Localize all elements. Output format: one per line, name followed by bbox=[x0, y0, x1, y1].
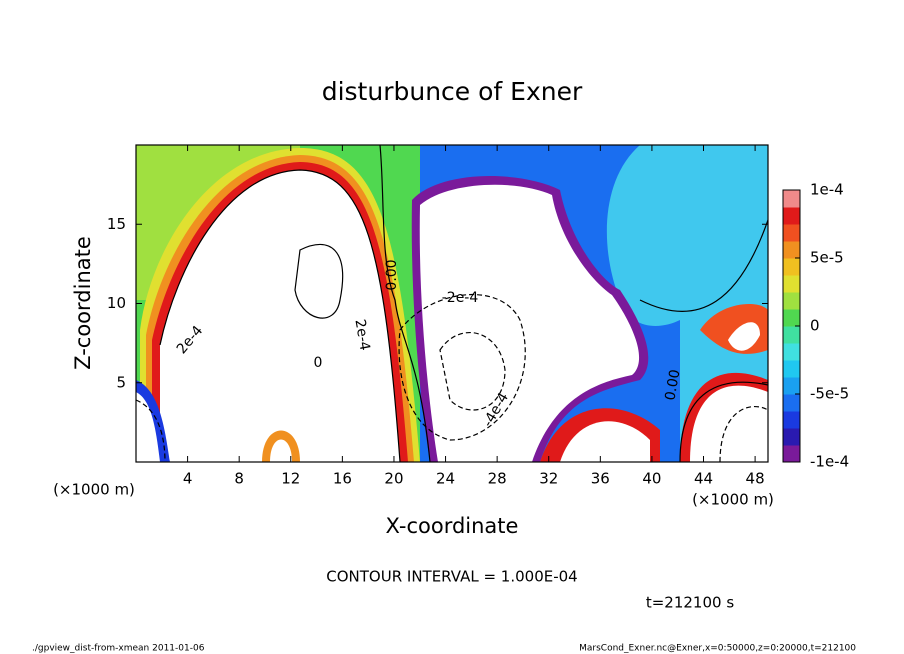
colorbar-band bbox=[783, 428, 800, 446]
y-tick-label: 5 bbox=[116, 373, 126, 391]
x-axis-label: X-coordinate bbox=[386, 514, 519, 538]
colorbar-tick-label: 1e-4 bbox=[810, 181, 844, 199]
colorbar-band bbox=[783, 326, 800, 344]
contour-label: -2e-4 bbox=[442, 290, 479, 306]
footer-left: ./gpview_dist-from-xmean 2011-01-06 bbox=[32, 644, 205, 654]
chart-title: disturbunce of Exner bbox=[322, 77, 583, 106]
x-tick-label: 24 bbox=[436, 470, 455, 488]
colorbar-tick-label: -5e-5 bbox=[810, 385, 849, 403]
x-tick-label: 40 bbox=[642, 470, 661, 488]
colorbar-band bbox=[783, 207, 800, 225]
contour-field bbox=[136, 145, 768, 462]
colorbar-tick-label: 0 bbox=[810, 317, 820, 335]
colorbar-band bbox=[783, 394, 800, 412]
x-tick-label: 28 bbox=[488, 470, 507, 488]
colorbar-band bbox=[783, 258, 800, 276]
x-tick-label: 12 bbox=[281, 470, 300, 488]
colorbar-band bbox=[783, 360, 800, 378]
colorbar-band bbox=[783, 241, 800, 259]
colorbar-band bbox=[783, 309, 800, 327]
colorbar-band bbox=[783, 292, 800, 310]
contour-label: 0 bbox=[314, 355, 323, 371]
time-label: t=212100 s bbox=[646, 594, 734, 612]
contour-interval: CONTOUR INTERVAL = 1.000E-04 bbox=[326, 568, 577, 586]
colorbar-band bbox=[783, 190, 800, 208]
y-axis-label: Z-coordinate bbox=[71, 236, 95, 370]
x-tick-label: 8 bbox=[234, 470, 244, 488]
colorbar-band bbox=[783, 445, 800, 463]
colorbar-tick-label: -1e-4 bbox=[810, 453, 849, 471]
y-tick-label: 15 bbox=[107, 215, 126, 233]
x-tick-label: 16 bbox=[333, 470, 352, 488]
x-tick-label: 48 bbox=[746, 470, 765, 488]
colorbar-band bbox=[783, 224, 800, 242]
x-tick-label: 20 bbox=[384, 470, 403, 488]
contour-label: 0.00 bbox=[662, 368, 683, 401]
colorbar-band bbox=[783, 411, 800, 429]
x-unit: (×1000 m) bbox=[692, 491, 774, 509]
colorbar-band bbox=[783, 377, 800, 395]
colorbar-band bbox=[783, 275, 800, 293]
y-unit: (×1000 m) bbox=[53, 481, 135, 499]
contour-label: 0.00 bbox=[384, 259, 400, 290]
x-tick-label: 32 bbox=[539, 470, 558, 488]
x-tick-label: 4 bbox=[183, 470, 193, 488]
y-tick-label: 10 bbox=[107, 294, 126, 312]
contour-label: 2e-4 bbox=[351, 318, 372, 352]
colorbar-tick-label: 5e-5 bbox=[810, 249, 844, 267]
x-tick-label: 44 bbox=[694, 470, 713, 488]
footer-right: MarsCond_Exner.nc@Exner,x=0:50000,z=0:20… bbox=[579, 644, 856, 654]
colorbar-band bbox=[783, 343, 800, 361]
x-tick-label: 36 bbox=[591, 470, 610, 488]
